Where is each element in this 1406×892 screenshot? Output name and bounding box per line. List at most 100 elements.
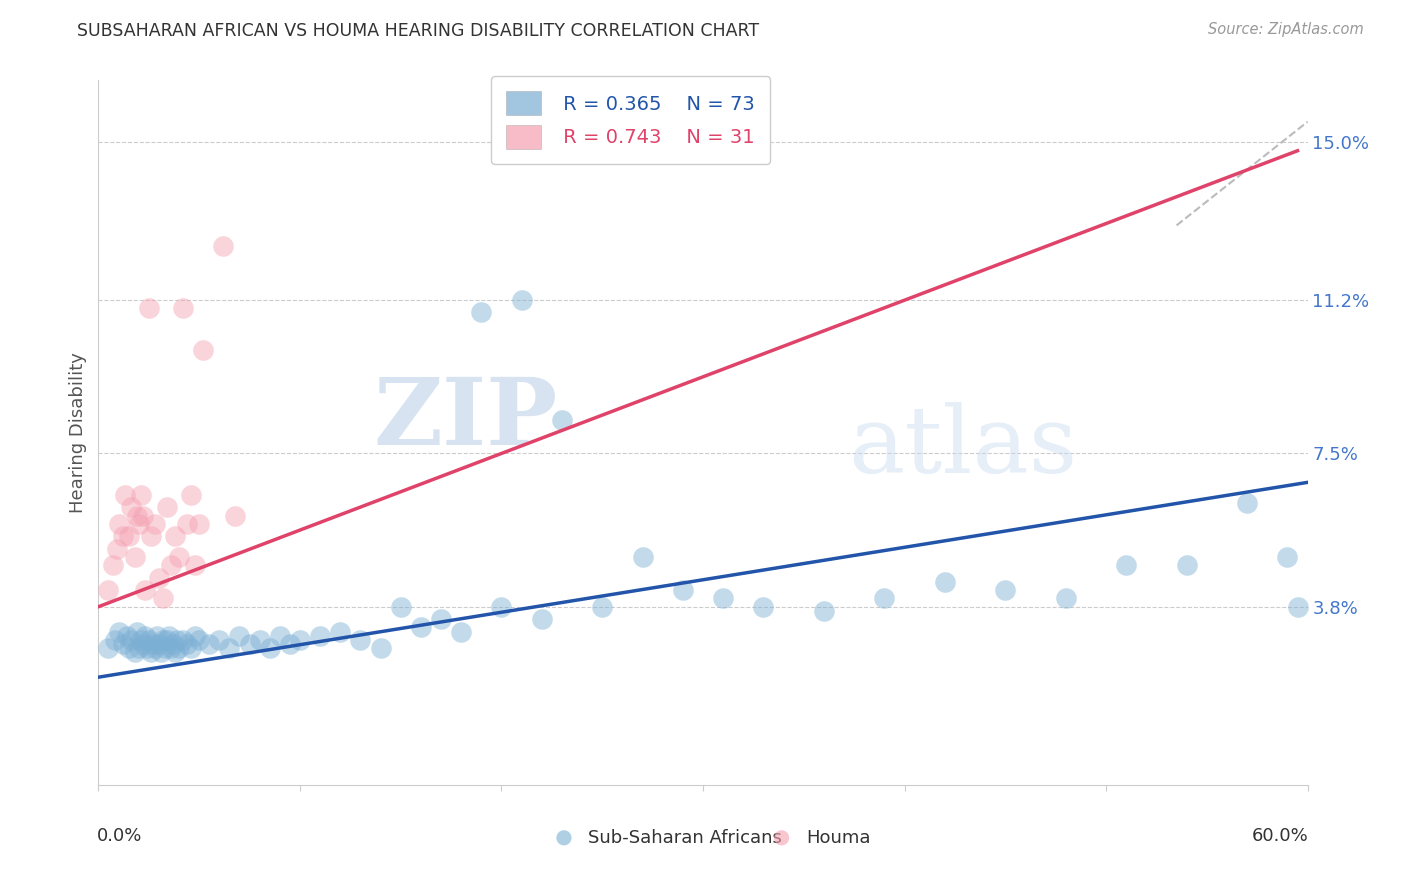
Point [115,629,138,643]
Point [188,632,211,647]
Point [138,632,160,647]
Text: Houma: Houma [806,829,870,847]
Text: Source: ZipAtlas.com: Source: ZipAtlas.com [1208,22,1364,37]
Point [142,637,165,651]
Text: 0.0%: 0.0% [97,827,142,846]
Point [134,629,156,643]
Point [218,641,240,656]
Point [149,645,172,659]
Point [224,508,246,523]
Point [153,641,176,656]
Point [934,574,956,589]
Point [1175,558,1198,573]
Point [128,516,150,531]
Point [188,516,211,531]
Point [450,624,472,639]
Point [120,500,142,515]
Point [1277,549,1299,564]
Point [239,637,262,651]
Point [125,624,148,639]
Point [172,301,194,316]
Point [631,549,654,564]
Point [430,612,453,626]
Point [176,637,198,651]
Point [167,549,190,564]
Point [132,637,155,651]
Legend:  R = 0.365    N = 73,  R = 0.743    N = 31: R = 0.365 N = 73, R = 0.743 N = 31 [491,76,770,164]
Text: 60.0%: 60.0% [1251,827,1309,846]
Point [160,558,183,573]
Point [156,500,179,515]
Point [370,641,392,656]
Point [129,488,152,502]
Point [135,641,157,656]
Point [1286,599,1309,614]
Point [309,629,332,643]
Point [139,529,162,543]
Y-axis label: Hearing Disability: Hearing Disability [69,352,87,513]
Point [129,632,152,647]
Point [389,599,412,614]
Point [172,632,194,647]
Text: SUBSAHARAN AFRICAN VS HOUMA HEARING DISABILITY CORRELATION CHART: SUBSAHARAN AFRICAN VS HOUMA HEARING DISA… [77,22,759,40]
Point [167,641,190,656]
Point [711,591,734,606]
Point [156,632,179,647]
Point [288,632,311,647]
Point [510,293,533,307]
Point [134,583,156,598]
Point [551,413,574,427]
Point [530,612,553,626]
Point [97,583,120,598]
Point [176,516,198,531]
Point [111,529,134,543]
Point [184,558,207,573]
Point [184,629,207,643]
Point [146,629,169,643]
Point [269,629,291,643]
Point [166,632,188,647]
Point [259,641,281,656]
Text: atlas: atlas [848,401,1077,491]
Point [148,637,170,651]
Point [124,549,146,564]
Point [160,641,183,656]
Point [107,624,129,639]
Point [198,637,221,651]
Point [873,591,896,606]
Point [148,571,170,585]
Point [138,301,160,316]
Point [162,637,184,651]
Point [152,591,174,606]
Point [1236,496,1258,510]
Point [124,645,146,659]
Point [1054,591,1077,606]
Point [118,641,141,656]
Point [752,599,775,614]
Point [470,305,492,319]
Point [103,632,125,647]
Point [1115,558,1137,573]
Point [152,632,174,647]
Point [143,641,166,656]
Point [132,508,155,523]
Point [208,632,231,647]
Text: Sub-Saharan Africans: Sub-Saharan Africans [588,829,782,847]
Point [278,637,301,651]
Point [994,583,1017,598]
Point [157,629,180,643]
Point [101,558,124,573]
Point [125,508,148,523]
Point [228,629,250,643]
Point [591,599,613,614]
Point [107,516,129,531]
Point [409,620,432,634]
Point [120,632,142,647]
Point [193,343,215,357]
Point [491,599,513,614]
Point [212,239,235,253]
Point [329,624,352,639]
Point [139,645,162,659]
Point [672,583,695,598]
Point [143,516,166,531]
